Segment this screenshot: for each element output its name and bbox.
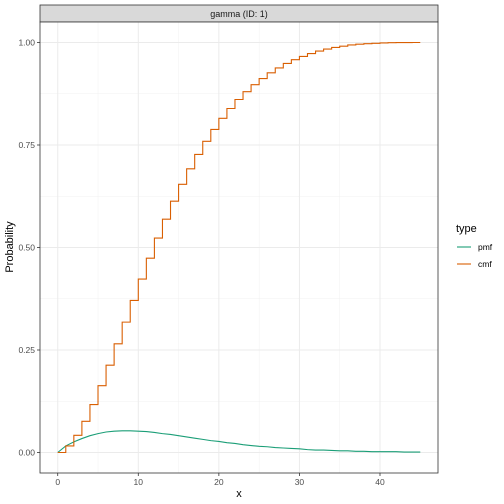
series-line-pmf: [57, 430, 421, 453]
y-tick-label: 0.50: [18, 243, 35, 253]
x-tick-label: 0: [55, 477, 60, 487]
facet-strip-label: gamma (ID: 1): [210, 9, 268, 19]
grid-lines: [40, 22, 438, 473]
y-tick-label: 1.00: [18, 38, 35, 48]
series-lines: [57, 41, 421, 454]
y-tick-label: 0.00: [18, 448, 35, 458]
axis-ticks: 0 10 20 30 40 0.00 0.25 0.50 0.75 1.00: [18, 38, 385, 488]
x-tick-label: 40: [375, 477, 385, 487]
y-tick-label: 0.75: [18, 140, 35, 150]
x-tick-label: 30: [295, 477, 305, 487]
legend: type pmf cmf: [455, 223, 493, 272]
y-axis-title: Probability: [4, 221, 16, 273]
legend-title: type: [456, 223, 477, 235]
series-line-cmf: [57, 41, 421, 454]
legend-label-cmf: cmf: [478, 259, 492, 269]
legend-label-pmf: pmf: [478, 242, 493, 252]
y-tick-label: 0.25: [18, 345, 35, 355]
x-tick-label: 20: [214, 477, 224, 487]
x-tick-label: 10: [134, 477, 144, 487]
x-axis-title: x: [236, 488, 242, 500]
